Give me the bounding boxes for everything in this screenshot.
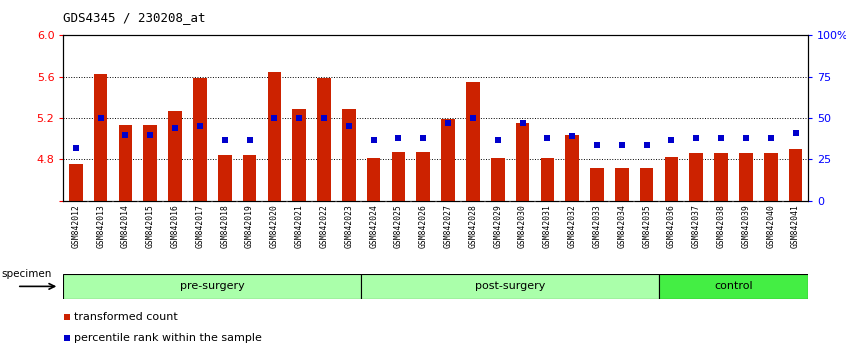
Text: GSM842024: GSM842024 [369,204,378,248]
Text: GSM842023: GSM842023 [344,204,354,248]
Text: GSM842019: GSM842019 [245,204,254,248]
Bar [516,123,530,201]
Text: GSM842032: GSM842032 [568,204,577,248]
Bar [491,158,504,201]
Bar [243,155,256,201]
Text: GSM842038: GSM842038 [717,204,726,248]
Bar [361,274,659,299]
Text: GSM842013: GSM842013 [96,204,105,248]
Text: GSM842021: GSM842021 [294,204,304,248]
Bar [218,155,232,201]
Text: GDS4345 / 230208_at: GDS4345 / 230208_at [63,11,206,24]
Bar [63,274,361,299]
Text: specimen: specimen [2,269,52,279]
Text: GSM842026: GSM842026 [419,204,428,248]
Bar [659,274,808,299]
Bar [342,109,355,201]
Bar [193,78,206,201]
Text: control: control [714,281,753,291]
Bar [541,158,554,201]
Text: GSM842014: GSM842014 [121,204,130,248]
Text: GSM842025: GSM842025 [394,204,403,248]
Text: post-surgery: post-surgery [475,281,546,291]
Bar [168,111,182,201]
Bar [118,125,132,201]
Bar [293,109,306,201]
Bar [764,153,777,201]
Bar [739,153,753,201]
Bar [714,153,728,201]
Text: GSM842020: GSM842020 [270,204,279,248]
Text: GSM842022: GSM842022 [320,204,328,248]
Text: pre-surgery: pre-surgery [180,281,244,291]
Text: GSM842030: GSM842030 [518,204,527,248]
Bar [565,135,579,201]
Text: GSM842040: GSM842040 [766,204,775,248]
Bar [615,168,629,201]
Text: percentile rank within the sample: percentile rank within the sample [74,332,261,343]
Bar [367,158,381,201]
Text: GSM842036: GSM842036 [667,204,676,248]
Bar [788,149,802,201]
Bar [640,168,653,201]
Text: GSM842041: GSM842041 [791,204,800,248]
Bar [591,168,604,201]
Text: GSM842027: GSM842027 [443,204,453,248]
Text: GSM842018: GSM842018 [220,204,229,248]
Bar [317,78,331,201]
Bar [69,164,83,201]
Text: GSM842012: GSM842012 [71,204,80,248]
Text: GSM842033: GSM842033 [592,204,602,248]
Bar [689,153,703,201]
Text: GSM842016: GSM842016 [171,204,179,248]
Text: transformed count: transformed count [74,312,178,322]
Text: GSM842037: GSM842037 [692,204,700,248]
Bar [94,74,107,201]
Bar [665,157,678,201]
Text: GSM842031: GSM842031 [543,204,552,248]
Text: GSM842035: GSM842035 [642,204,651,248]
Text: GSM842017: GSM842017 [195,204,205,248]
Text: GSM842028: GSM842028 [469,204,477,248]
Bar [144,125,157,201]
Bar [466,82,480,201]
Bar [392,152,405,201]
Text: GSM842029: GSM842029 [493,204,503,248]
Text: GSM842015: GSM842015 [146,204,155,248]
Text: GSM842034: GSM842034 [618,204,626,248]
Bar [442,119,455,201]
Text: GSM842039: GSM842039 [741,204,750,248]
Bar [416,152,430,201]
Bar [267,72,281,201]
